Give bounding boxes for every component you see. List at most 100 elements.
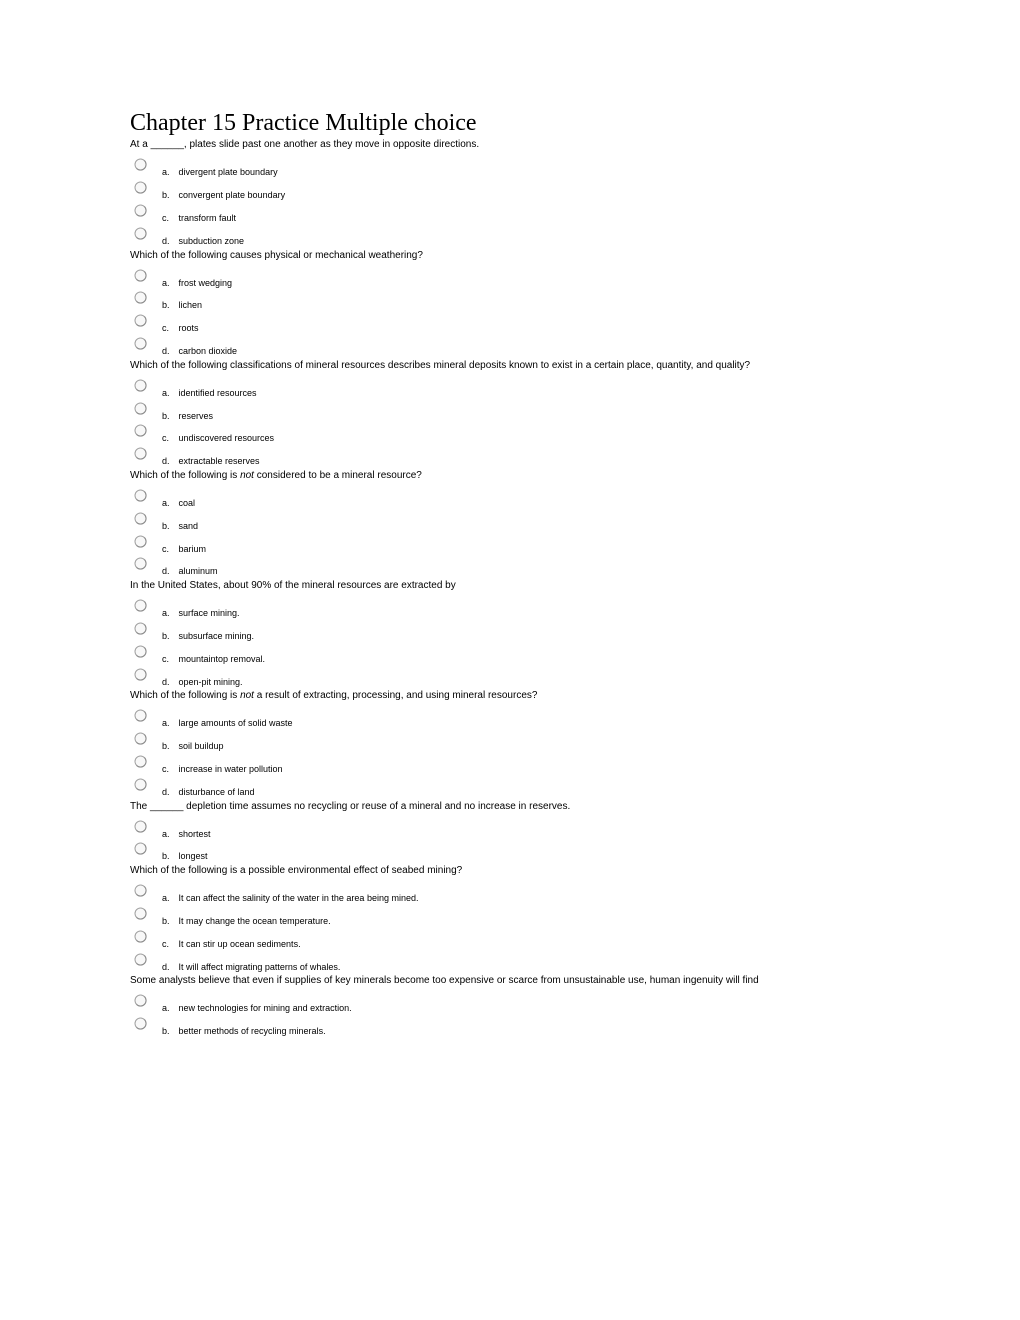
choice-row: a. identified resources	[130, 378, 890, 399]
choice-label: subduction zone	[176, 236, 244, 246]
choice-row: a. divergent plate boundary	[130, 157, 890, 178]
choice-row: c. barium	[130, 534, 890, 555]
radio-button[interactable]	[130, 993, 162, 1007]
radio-icon	[134, 907, 147, 920]
radio-icon	[134, 820, 147, 833]
choice-label: new technologies for mining and extracti…	[176, 1003, 352, 1013]
choice-letter: b.	[162, 411, 176, 422]
choice-label: extractable reserves	[176, 456, 260, 466]
choice-letter: c.	[162, 213, 176, 224]
radio-button[interactable]	[130, 180, 162, 194]
radio-button[interactable]	[130, 906, 162, 920]
choice-letter: b.	[162, 521, 176, 532]
choice-letter: b.	[162, 916, 176, 927]
choice-row: d. open-pit mining.	[130, 667, 890, 688]
radio-button[interactable]	[130, 203, 162, 217]
stem-emphasis: not	[240, 470, 254, 481]
choice-text: d. disturbance of land	[162, 777, 255, 798]
choice-letter: c.	[162, 544, 176, 555]
choice-text: a. It can affect the salinity of the wat…	[162, 883, 418, 904]
radio-button[interactable]	[130, 556, 162, 570]
radio-button[interactable]	[130, 841, 162, 855]
radio-button[interactable]	[130, 621, 162, 635]
choice-row: a. shortest	[130, 819, 890, 840]
radio-button[interactable]	[130, 268, 162, 282]
radio-button[interactable]	[130, 667, 162, 681]
radio-button[interactable]	[130, 754, 162, 768]
choice-label: It will affect migrating patterns of wha…	[176, 962, 340, 972]
choice-row: d. It will affect migrating patterns of …	[130, 952, 890, 973]
stem-text: Some analysts believe that even if suppl…	[130, 975, 759, 986]
choice-text: c. It can stir up ocean sediments.	[162, 929, 301, 950]
radio-button[interactable]	[130, 952, 162, 966]
choice-letter: d.	[162, 787, 176, 798]
stem-text: The ______ depletion time assumes no rec…	[130, 801, 570, 812]
page-title: Chapter 15 Practice Multiple choice	[130, 110, 890, 136]
stem-text: a result of extracting, processing, and …	[254, 690, 537, 701]
radio-icon	[134, 622, 147, 635]
radio-button[interactable]	[130, 157, 162, 171]
choice-label: barium	[176, 544, 206, 554]
radio-icon	[134, 755, 147, 768]
choice-letter: c.	[162, 654, 176, 665]
radio-button[interactable]	[130, 336, 162, 350]
radio-button[interactable]	[130, 819, 162, 833]
radio-button[interactable]	[130, 423, 162, 437]
choice-label: aluminum	[176, 566, 218, 576]
radio-button[interactable]	[130, 226, 162, 240]
choice-text: d. subduction zone	[162, 226, 244, 247]
choice-row: a. large amounts of solid waste	[130, 708, 890, 729]
radio-button[interactable]	[130, 731, 162, 745]
choice-text: a. shortest	[162, 819, 211, 840]
choice-letter: d.	[162, 346, 176, 357]
choice-row: b. lichen	[130, 290, 890, 311]
radio-icon	[134, 158, 147, 171]
radio-button[interactable]	[130, 488, 162, 502]
choice-label: coal	[176, 498, 195, 508]
choice-text: a. frost wedging	[162, 268, 232, 289]
choice-text: d. extractable reserves	[162, 446, 260, 467]
choice-text: a. large amounts of solid waste	[162, 708, 293, 729]
choice-text: b. convergent plate boundary	[162, 180, 285, 201]
radio-button[interactable]	[130, 378, 162, 392]
choice-row: d. subduction zone	[130, 226, 890, 247]
radio-icon	[134, 884, 147, 897]
choice-row: a. frost wedging	[130, 268, 890, 289]
radio-button[interactable]	[130, 511, 162, 525]
radio-button[interactable]	[130, 598, 162, 612]
radio-button[interactable]	[130, 401, 162, 415]
question-stem: Which of the following is a possible env…	[130, 864, 890, 877]
choice-text: c. mountaintop removal.	[162, 644, 265, 665]
choice-row: b. better methods of recycling minerals.	[130, 1016, 890, 1037]
question-stem: The ______ depletion time assumes no rec…	[130, 800, 890, 813]
radio-icon	[134, 709, 147, 722]
radio-button[interactable]	[130, 290, 162, 304]
radio-button[interactable]	[130, 929, 162, 943]
choice-text: c. undiscovered resources	[162, 423, 274, 444]
radio-button[interactable]	[130, 534, 162, 548]
choice-row: c. transform fault	[130, 203, 890, 224]
radio-icon	[134, 424, 147, 437]
radio-button[interactable]	[130, 446, 162, 460]
radio-button[interactable]	[130, 708, 162, 722]
choice-letter: b.	[162, 190, 176, 201]
choice-letter: a.	[162, 718, 176, 729]
radio-button[interactable]	[130, 883, 162, 897]
choice-letter: b.	[162, 300, 176, 311]
choice-row: b. sand	[130, 511, 890, 532]
radio-button[interactable]	[130, 644, 162, 658]
radio-icon	[134, 291, 147, 304]
radio-button[interactable]	[130, 777, 162, 791]
choice-row: c. increase in water pollution	[130, 754, 890, 775]
radio-button[interactable]	[130, 1016, 162, 1030]
choice-row: b. subsurface mining.	[130, 621, 890, 642]
radio-button[interactable]	[130, 313, 162, 327]
choice-label: soil buildup	[176, 741, 224, 751]
radio-icon	[134, 732, 147, 745]
radio-icon	[134, 778, 147, 791]
radio-icon	[134, 557, 147, 570]
choice-text: a. coal	[162, 488, 195, 509]
choice-label: divergent plate boundary	[176, 167, 278, 177]
choice-label: roots	[176, 323, 199, 333]
stem-emphasis: not	[240, 690, 254, 701]
